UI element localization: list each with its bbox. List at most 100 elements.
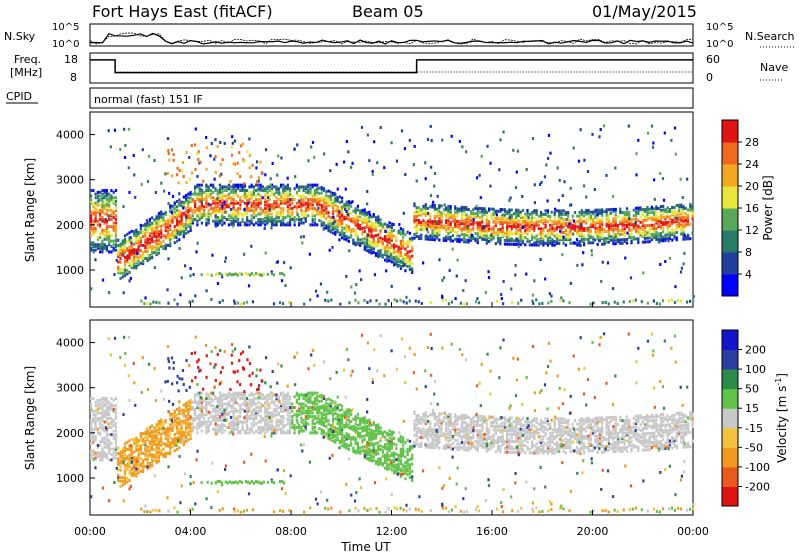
power-cell [598,239,601,243]
velocity-cell [135,461,138,465]
power-cell [657,219,660,223]
velocity-cell [234,424,237,428]
power-cell [372,214,375,218]
power-cell [653,225,656,229]
power-cell [467,229,470,233]
velocity-cell [157,423,161,427]
power-cell [546,199,549,203]
power-cell [313,189,317,193]
velocity-cell [90,424,93,428]
power-cell [112,248,115,252]
power-cell [677,212,681,216]
velocity-cell [203,398,206,402]
nave-tick-top: 60 [706,53,720,66]
power-cell [182,233,185,237]
power-cell [92,243,95,247]
power-cell [402,228,405,232]
power-cell [148,226,151,230]
power-cell [221,217,224,221]
power-cell [429,219,432,223]
power-cell [467,208,470,212]
power-cell [485,221,488,225]
power-cell [196,194,199,198]
velocity-cell [264,402,267,406]
power-cell [551,227,554,231]
power-cell [183,264,187,268]
y-tick-label: 4000 [56,129,84,142]
power-cell [90,216,93,220]
power-cell [374,241,378,245]
power-cell [270,270,273,274]
power-cell [379,254,382,258]
velocity-cell [182,441,185,445]
power-cell [628,212,631,216]
power-cell [503,238,507,242]
power-cell [223,194,226,198]
power-cell [377,251,380,255]
power-cell [449,212,452,216]
power-cell [309,189,312,193]
power-cell [368,226,371,230]
power-cell [200,192,204,196]
velocity-cell [112,409,115,413]
power-cell [110,208,113,212]
power-cell [485,239,488,243]
power-cell [272,302,276,306]
power-cell [119,147,122,151]
velocity-cell [144,452,147,456]
power-cell [576,232,579,236]
power-cell [551,231,554,235]
power-cell [173,298,176,302]
power-cell [180,220,183,224]
velocity-cell [105,443,109,447]
velocity-cell [169,452,172,456]
power-cell [264,214,267,218]
power-cell [139,249,142,253]
power-cell [510,228,513,232]
power-cell [666,206,669,210]
power-cell [155,244,158,248]
power-cell [596,235,599,239]
power-cell [205,223,208,227]
velocity-cell [144,430,147,434]
velocity-cell [162,431,165,435]
power-cell [166,218,170,222]
power-cell [587,239,590,243]
power-cell [481,208,484,212]
power-cell [205,192,208,196]
power-cell [255,194,258,198]
power-cell [123,263,127,267]
power-cell [184,217,188,221]
power-cell [286,187,289,191]
power-cell [456,234,459,238]
power-cell [616,231,620,235]
power-cell [508,231,511,235]
power-cell [438,209,441,213]
power-cell [291,207,294,211]
power-cell [404,173,407,177]
power-cell [682,234,685,238]
power-cell [626,231,629,235]
power-cell [558,209,561,213]
velocity-cell [123,481,127,485]
velocity-cell [246,404,249,408]
power-cell [168,191,171,195]
velocity-cell [169,435,172,439]
power-cell [377,233,380,237]
power-cell [483,237,486,241]
power-cell [130,258,133,262]
power-cell [134,195,137,199]
power-cell [268,217,271,221]
power-cell [101,217,104,221]
power-cell [526,232,529,236]
power-cell [537,243,540,247]
power-cell [591,217,595,221]
power-cell [390,235,393,239]
power-cell [691,204,694,208]
power-cell [589,225,592,229]
power-cell [227,217,231,221]
power-cell [465,226,468,230]
velocity-cell [110,458,113,462]
power-cell [542,236,545,240]
power-cell [119,253,122,257]
